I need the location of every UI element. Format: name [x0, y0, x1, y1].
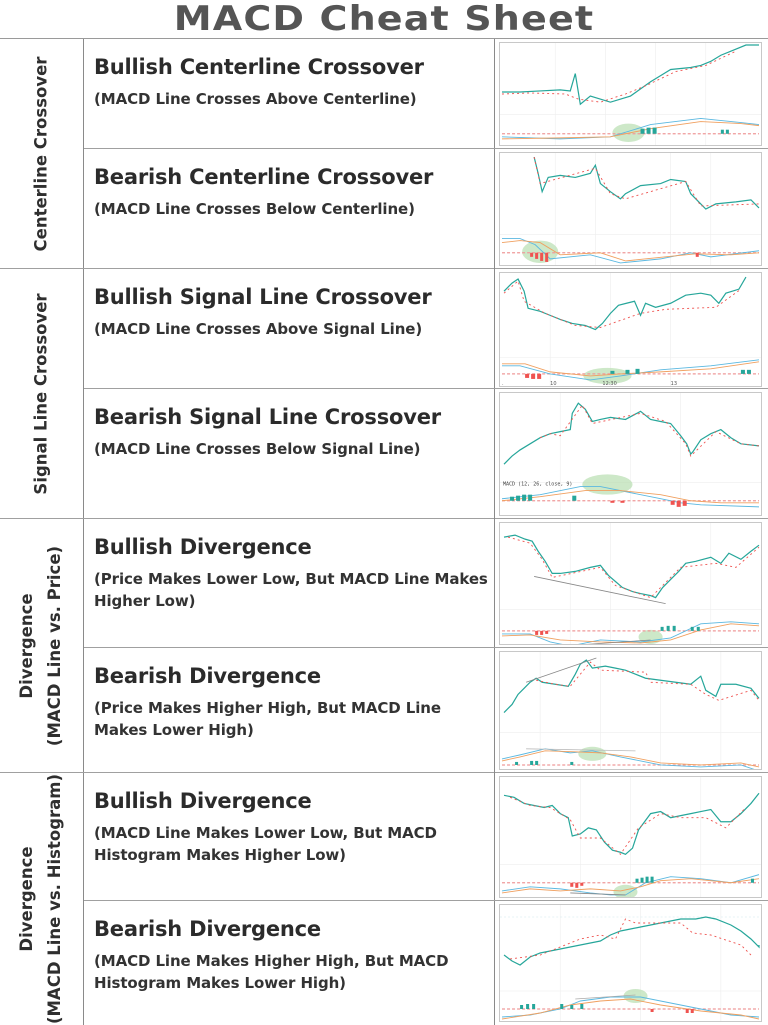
row-bearish-signal-line-crossover: Bearish Signal Line Crossover (MACD Line…	[84, 389, 768, 519]
chart-bullish-divergence-price	[499, 522, 762, 645]
row-bearish-divergence-histogram: Bearish Divergence (MACD Line Makes High…	[84, 901, 768, 1025]
cheat-sheet-table: Centerline Crossover Bullish Centerline …	[0, 38, 768, 1025]
row-description: (Price Makes Higher High, But MACD Line …	[94, 699, 441, 739]
group-label-text: Centerline Crossover	[31, 56, 51, 251]
page-title: MACD Cheat Sheet	[173, 0, 595, 39]
row-description: (MACD Line Makes Higher High, But MACD H…	[94, 952, 449, 992]
chart-bearish-signal: MACD (12, 26, close, 9)	[499, 392, 762, 516]
group-label: Centerline Crossover	[0, 39, 84, 268]
group-label-subtext: (MACD Line vs. Histogram)	[45, 773, 65, 1025]
group-label: Signal Line Crossover	[0, 269, 84, 518]
row-bearish-centerline-crossover: Bearish Centerline Crossover (MACD Line …	[84, 149, 768, 269]
row-heading: Bearish Divergence	[94, 917, 321, 941]
row-bullish-centerline-crossover: Bullish Centerline Crossover (MACD Line …	[84, 39, 768, 149]
row-description: (MACD Line Crosses Above Signal Line)	[94, 320, 423, 338]
row-heading: Bullish Signal Line Crossover	[94, 285, 432, 309]
group-centerline-crossover: Centerline Crossover Bullish Centerline …	[0, 39, 768, 269]
group-label: Divergence (MACD Line vs. Price)	[0, 519, 84, 772]
chart-bullish-centerline	[499, 42, 762, 146]
group-label-subtext: (MACD Line vs. Price)	[45, 545, 65, 746]
row-description: (MACD Line Crosses Below Centerline)	[94, 200, 415, 218]
chart-bearish-divergence-histogram	[499, 904, 762, 1022]
group-label-text: Signal Line Crossover	[31, 292, 51, 495]
row-heading: Bullish Divergence	[94, 535, 312, 559]
row-description: (Price Makes Lower Low, But MACD Line Ma…	[94, 570, 488, 610]
chart-bullish-divergence-histogram	[499, 776, 762, 898]
row-heading: Bearish Signal Line Crossover	[94, 405, 441, 429]
macd-indicator-label: MACD (12, 26, close, 9)	[503, 481, 572, 487]
chart-bearish-centerline	[499, 152, 762, 266]
row-heading: Bullish Centerline Crossover	[94, 55, 424, 79]
group-divergence-macd-vs-price: Divergence (MACD Line vs. Price) Bullish…	[0, 519, 768, 773]
row-heading: Bearish Centerline Crossover	[94, 165, 434, 189]
svg-text:13: 13	[671, 381, 677, 386]
svg-text:12:30: 12:30	[602, 381, 616, 386]
row-description: (MACD Line Makes Lower Low, But MACD His…	[94, 824, 437, 864]
row-bullish-divergence-histogram: Bullish Divergence (MACD Line Makes Lowe…	[84, 773, 768, 901]
row-heading: Bearish Divergence	[94, 664, 321, 688]
row-description: (MACD Line Crosses Below Signal Line)	[94, 440, 421, 458]
group-label-text: Divergence	[17, 592, 37, 699]
group-label-text: Divergence	[17, 846, 37, 952]
svg-text:10: 10	[550, 381, 556, 386]
chart-bearish-divergence-price	[499, 651, 762, 770]
row-bearish-divergence-price: Bearish Divergence (Price Makes Higher H…	[84, 648, 768, 773]
group-label: Divergence (MACD Line vs. Histogram)	[0, 773, 84, 1025]
row-description: (MACD Line Crosses Above Centerline)	[94, 90, 417, 108]
group-divergence-macd-vs-histogram: Divergence (MACD Line vs. Histogram) Bul…	[0, 773, 768, 1025]
row-bullish-signal-line-crossover: Bullish Signal Line Crossover (MACD Line…	[84, 269, 768, 389]
group-signal-line-crossover: Signal Line Crossover Bullish Signal Lin…	[0, 269, 768, 519]
row-heading: Bullish Divergence	[94, 789, 312, 813]
row-bullish-divergence-price: Bullish Divergence (Price Makes Lower Lo…	[84, 519, 768, 648]
chart-bullish-signal: . 10 12:30 13	[499, 272, 762, 387]
svg-text:.: .	[502, 381, 504, 386]
